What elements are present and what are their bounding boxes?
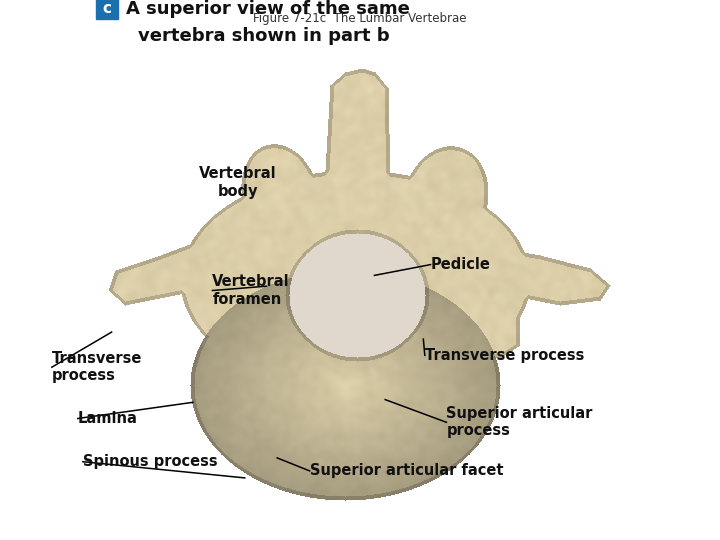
Text: Vertebral
foramen: Vertebral foramen (212, 274, 290, 307)
Text: c: c (102, 2, 112, 16)
Text: Figure 7-21c  The Lumbar Vertebrae: Figure 7-21c The Lumbar Vertebrae (253, 12, 467, 25)
Text: Superior articular facet: Superior articular facet (310, 463, 503, 478)
Text: Pedicle: Pedicle (431, 257, 490, 272)
Text: Superior articular
process: Superior articular process (446, 406, 593, 438)
Text: Spinous process: Spinous process (83, 454, 217, 469)
Text: A superior view of the same: A superior view of the same (126, 0, 410, 18)
Text: vertebra shown in part b: vertebra shown in part b (138, 26, 390, 45)
Text: Vertebral
body: Vertebral body (199, 166, 276, 199)
Text: Lamina: Lamina (78, 411, 138, 426)
FancyBboxPatch shape (96, 0, 118, 19)
Text: Transverse
process: Transverse process (52, 351, 143, 383)
Text: Transverse process: Transverse process (425, 348, 584, 363)
